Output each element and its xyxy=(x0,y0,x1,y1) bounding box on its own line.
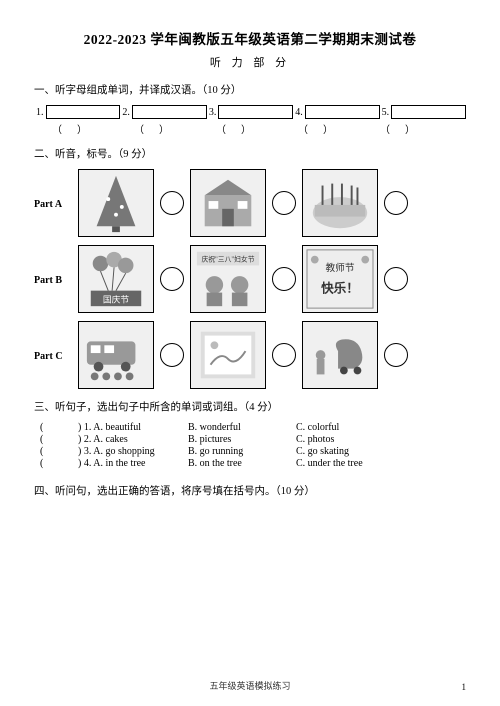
part-a-circle-2 xyxy=(272,191,296,215)
part-b-img-1: 国庆节 xyxy=(78,245,154,313)
part-a-label: Part A xyxy=(34,169,70,210)
svg-text:教师节: 教师节 xyxy=(325,261,354,274)
part-a-circle-1 xyxy=(160,191,184,215)
q1-num-3: 3. xyxy=(209,107,217,118)
part-b-img-3: 教师节快乐！ xyxy=(302,245,378,313)
section1-head: 一、听字母组成单词，并译成汉语。（10 分） xyxy=(34,82,466,97)
page-subtitle: 听 力 部 分 xyxy=(34,54,466,70)
q1-box-1 xyxy=(46,105,121,119)
part-c-circle-2 xyxy=(272,343,296,367)
part-a-img-2 xyxy=(190,169,266,237)
q1-box-5 xyxy=(391,105,466,119)
part-b-img-2: 庆祝"三八"妇女节 xyxy=(190,245,266,313)
part-c-row: Part C xyxy=(34,321,466,389)
section2-head: 二、听音，标号。（9 分） xyxy=(34,146,466,161)
q1-box-4 xyxy=(305,105,380,119)
q1-num-5: 5. xyxy=(382,107,390,118)
q1-parens-row: （ ） （ ） （ ） （ ） （ ） xyxy=(42,121,466,136)
page-title: 2022-2023 学年闽教版五年级英语第二学期期末测试卷 xyxy=(34,28,466,48)
q3-row-1: ( ) 1. A. beautiful B. wonderful C. colo… xyxy=(40,422,466,433)
part-c-img-2 xyxy=(190,321,266,389)
q3-row-2: ( ) 2. A. cakes B. pictures C. photos xyxy=(40,434,466,445)
section3-head: 三、听句子，选出句子中所含的单词或词组。（4 分） xyxy=(34,399,466,414)
q1-num-4: 4. xyxy=(295,107,303,118)
q1-num-2: 2. xyxy=(122,107,130,118)
part-a-row: Part A xyxy=(34,169,466,237)
part-b-label: Part B xyxy=(34,245,70,286)
part-c-circle-1 xyxy=(160,343,184,367)
part-c-circle-3 xyxy=(384,343,408,367)
part-c-label: Part C xyxy=(34,321,70,362)
q1-blanks-row: 1. 2. 3. 4. 5. xyxy=(36,105,466,119)
part-a-img-1 xyxy=(78,169,154,237)
q1-num-1: 1. xyxy=(36,107,44,118)
q3-row-3: ( ) 3. A. go shopping B. go running C. g… xyxy=(40,446,466,457)
svg-text:快乐！: 快乐！ xyxy=(321,281,359,296)
part-b-circle-2 xyxy=(272,267,296,291)
part-a-img-3 xyxy=(302,169,378,237)
q1-box-3 xyxy=(218,105,293,119)
footer-text: 五年级英语模拟练习 xyxy=(0,679,500,692)
section4-head: 四、听问句，选出正确的答语，将序号填在括号内。（10 分） xyxy=(34,483,466,498)
svg-text:庆祝"三八"妇女节: 庆祝"三八"妇女节 xyxy=(201,255,254,264)
part-c-img-1 xyxy=(78,321,154,389)
part-b-circle-1 xyxy=(160,267,184,291)
q3-row-4: ( ) 4. A. in the tree B. on the tree C. … xyxy=(40,458,466,469)
part-c-img-3 xyxy=(302,321,378,389)
part-a-circle-3 xyxy=(384,191,408,215)
svg-text:国庆节: 国庆节 xyxy=(103,293,129,304)
part-b-circle-3 xyxy=(384,267,408,291)
q1-box-2 xyxy=(132,105,207,119)
part-b-row: Part B 国庆节 庆祝"三八"妇女节 教师节快乐！ xyxy=(34,245,466,313)
page-number: 1 xyxy=(462,682,467,692)
